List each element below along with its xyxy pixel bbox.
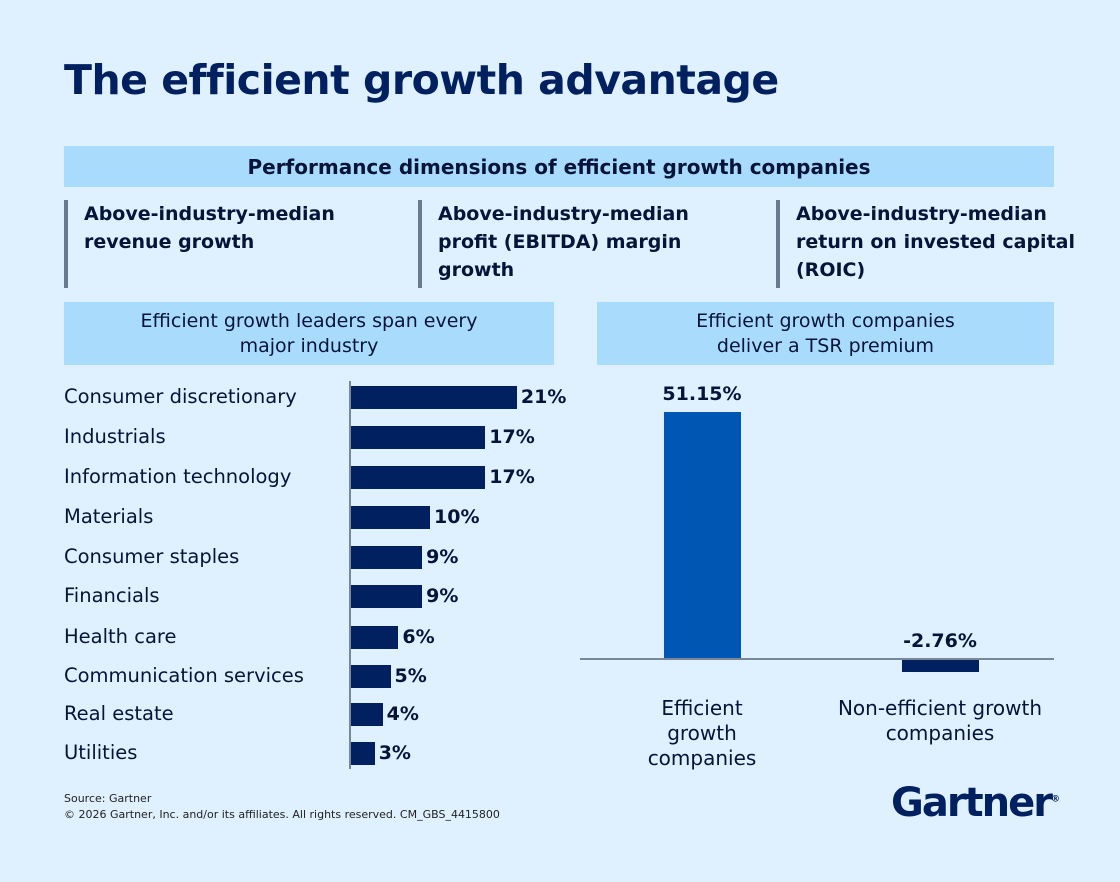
dimension-roic: Above-industry-median return on invested…	[776, 200, 1076, 288]
category-label: Materials	[64, 505, 154, 528]
bar-financials	[351, 584, 423, 608]
industry-chart-title: Efficient growth leaders span every majo…	[140, 309, 478, 357]
bar-value-label: 6%	[402, 626, 435, 648]
gartner-logo: Gartner®	[891, 780, 1061, 826]
bar-real-estate	[351, 702, 383, 726]
tsr-chart-title: Efficient growth companies deliver a TSR…	[696, 309, 955, 357]
dimension-ebitda: Above-industry-median profit (EBITDA) ma…	[418, 200, 738, 288]
bar-value-label: 5%	[394, 665, 427, 687]
source-note: Source: Gartner	[64, 792, 152, 805]
page-title: The efficient growth advantage	[64, 56, 779, 104]
category-label: Information technology	[64, 465, 292, 488]
dimension-revenue: Above-industry-median revenue growth	[64, 200, 374, 288]
copyright: © 2026 Gartner, Inc. and/or its affiliat…	[64, 808, 500, 821]
bar-utilities	[351, 741, 375, 765]
category-label: Communication services	[64, 664, 304, 687]
tsr-bar-1	[901, 659, 979, 673]
bar-value-label: 10%	[434, 506, 480, 528]
bar-consumer-staples	[351, 545, 423, 569]
category-label: Consumer staples	[64, 545, 240, 568]
tsr-value-label: 51.15%	[662, 382, 742, 405]
tsr-category-label: Non-efficient growth companies	[837, 696, 1043, 745]
bar-value-label: 4%	[386, 703, 419, 725]
bar-communication-services	[351, 664, 391, 688]
category-label: Financials	[64, 584, 160, 607]
category-label: Consumer discretionary	[64, 385, 297, 408]
bar-materials	[351, 505, 430, 529]
performance-header: Performance dimensions of efficient grow…	[64, 146, 1054, 187]
bar-health-care	[351, 625, 399, 649]
bar-value-label: 21%	[520, 386, 567, 408]
bar-consumer-discretionary	[351, 385, 517, 409]
tsr-baseline	[580, 658, 1054, 660]
bar-value-label: 3%	[378, 742, 411, 764]
bar-value-label: 9%	[426, 546, 459, 568]
category-label: Utilities	[64, 741, 138, 764]
tsr-category-label: Efficient growth companies	[647, 696, 757, 770]
category-label: Health care	[64, 625, 177, 648]
bar-industrials	[351, 425, 486, 449]
industry-axis	[349, 381, 351, 769]
bar-value-label: 9%	[426, 585, 459, 607]
bar-value-label: 17%	[489, 426, 535, 448]
tsr-value-label: -2.76%	[903, 630, 977, 652]
tsr-bar-0	[663, 411, 741, 659]
bar-information-technology	[351, 465, 486, 489]
bar-value-label: 17%	[489, 466, 535, 488]
category-label: Industrials	[64, 425, 166, 448]
category-label: Real estate	[64, 702, 174, 725]
